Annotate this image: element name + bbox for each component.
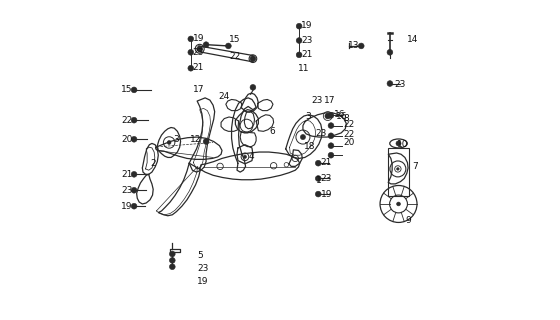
- Text: 18: 18: [304, 142, 315, 151]
- Circle shape: [250, 84, 256, 90]
- Text: 20: 20: [122, 135, 133, 144]
- Text: 21: 21: [122, 170, 133, 179]
- Text: 19: 19: [197, 276, 209, 285]
- Circle shape: [328, 143, 334, 148]
- Circle shape: [167, 140, 171, 144]
- Circle shape: [203, 42, 209, 48]
- Circle shape: [396, 141, 401, 146]
- Text: 19: 19: [122, 202, 133, 211]
- Text: 16: 16: [336, 112, 348, 121]
- Text: 4: 4: [248, 152, 254, 161]
- Text: 15: 15: [122, 85, 133, 94]
- Text: 22: 22: [344, 120, 355, 130]
- Text: 21: 21: [193, 63, 204, 72]
- Text: 22: 22: [229, 52, 240, 61]
- Circle shape: [188, 36, 194, 42]
- Text: 23: 23: [321, 174, 332, 183]
- Circle shape: [170, 258, 175, 263]
- Text: 24: 24: [218, 92, 229, 101]
- Circle shape: [325, 113, 330, 119]
- Circle shape: [387, 50, 393, 55]
- Circle shape: [250, 56, 256, 61]
- Circle shape: [131, 136, 137, 142]
- Circle shape: [197, 46, 203, 52]
- Circle shape: [315, 160, 321, 166]
- Text: 19: 19: [193, 35, 204, 44]
- Text: 23: 23: [197, 264, 208, 273]
- Text: 12: 12: [190, 135, 202, 144]
- Circle shape: [315, 191, 321, 197]
- Text: 9: 9: [406, 216, 412, 225]
- Circle shape: [131, 87, 137, 93]
- Text: 14: 14: [408, 35, 419, 44]
- Text: 10: 10: [397, 140, 409, 149]
- Circle shape: [131, 188, 137, 193]
- Text: 23: 23: [311, 96, 323, 105]
- Circle shape: [396, 202, 400, 206]
- Text: 23: 23: [394, 80, 405, 89]
- Text: 19: 19: [321, 189, 332, 199]
- Circle shape: [358, 43, 364, 49]
- Circle shape: [296, 52, 302, 58]
- Text: 1: 1: [316, 176, 321, 185]
- Circle shape: [328, 123, 334, 128]
- Text: 5: 5: [197, 251, 203, 260]
- Text: 6: 6: [270, 127, 276, 136]
- Text: 19: 19: [301, 21, 312, 30]
- Text: 22: 22: [122, 116, 133, 125]
- Text: 13: 13: [348, 41, 360, 50]
- Text: 23: 23: [316, 129, 327, 138]
- Circle shape: [203, 139, 209, 144]
- Text: 23: 23: [193, 48, 204, 57]
- Circle shape: [296, 23, 302, 29]
- Circle shape: [328, 133, 334, 139]
- Circle shape: [131, 117, 137, 123]
- Circle shape: [131, 203, 137, 209]
- Circle shape: [244, 155, 246, 158]
- Circle shape: [131, 172, 137, 177]
- Text: 2: 2: [150, 159, 156, 168]
- Circle shape: [315, 176, 321, 181]
- Circle shape: [300, 134, 306, 140]
- Text: 7: 7: [412, 162, 418, 171]
- Text: 17: 17: [193, 85, 204, 94]
- Text: 23: 23: [301, 36, 312, 45]
- Circle shape: [387, 81, 393, 86]
- Text: 23: 23: [122, 186, 133, 195]
- Circle shape: [396, 168, 399, 170]
- Text: 16: 16: [334, 110, 345, 119]
- Text: 3: 3: [174, 135, 179, 144]
- Circle shape: [170, 264, 175, 270]
- Text: 22: 22: [344, 130, 355, 139]
- Circle shape: [170, 251, 175, 257]
- Text: 17: 17: [324, 96, 335, 105]
- Text: 11: 11: [298, 64, 310, 73]
- Text: 21: 21: [321, 158, 332, 167]
- Text: 20: 20: [344, 138, 355, 147]
- Circle shape: [296, 38, 302, 44]
- Circle shape: [188, 50, 194, 55]
- Circle shape: [328, 152, 334, 158]
- Text: 3: 3: [305, 112, 311, 121]
- Circle shape: [226, 43, 231, 49]
- Circle shape: [328, 113, 334, 118]
- Text: 15: 15: [229, 35, 241, 44]
- Circle shape: [188, 65, 194, 71]
- Text: 8: 8: [344, 114, 349, 123]
- Text: 21: 21: [301, 50, 312, 59]
